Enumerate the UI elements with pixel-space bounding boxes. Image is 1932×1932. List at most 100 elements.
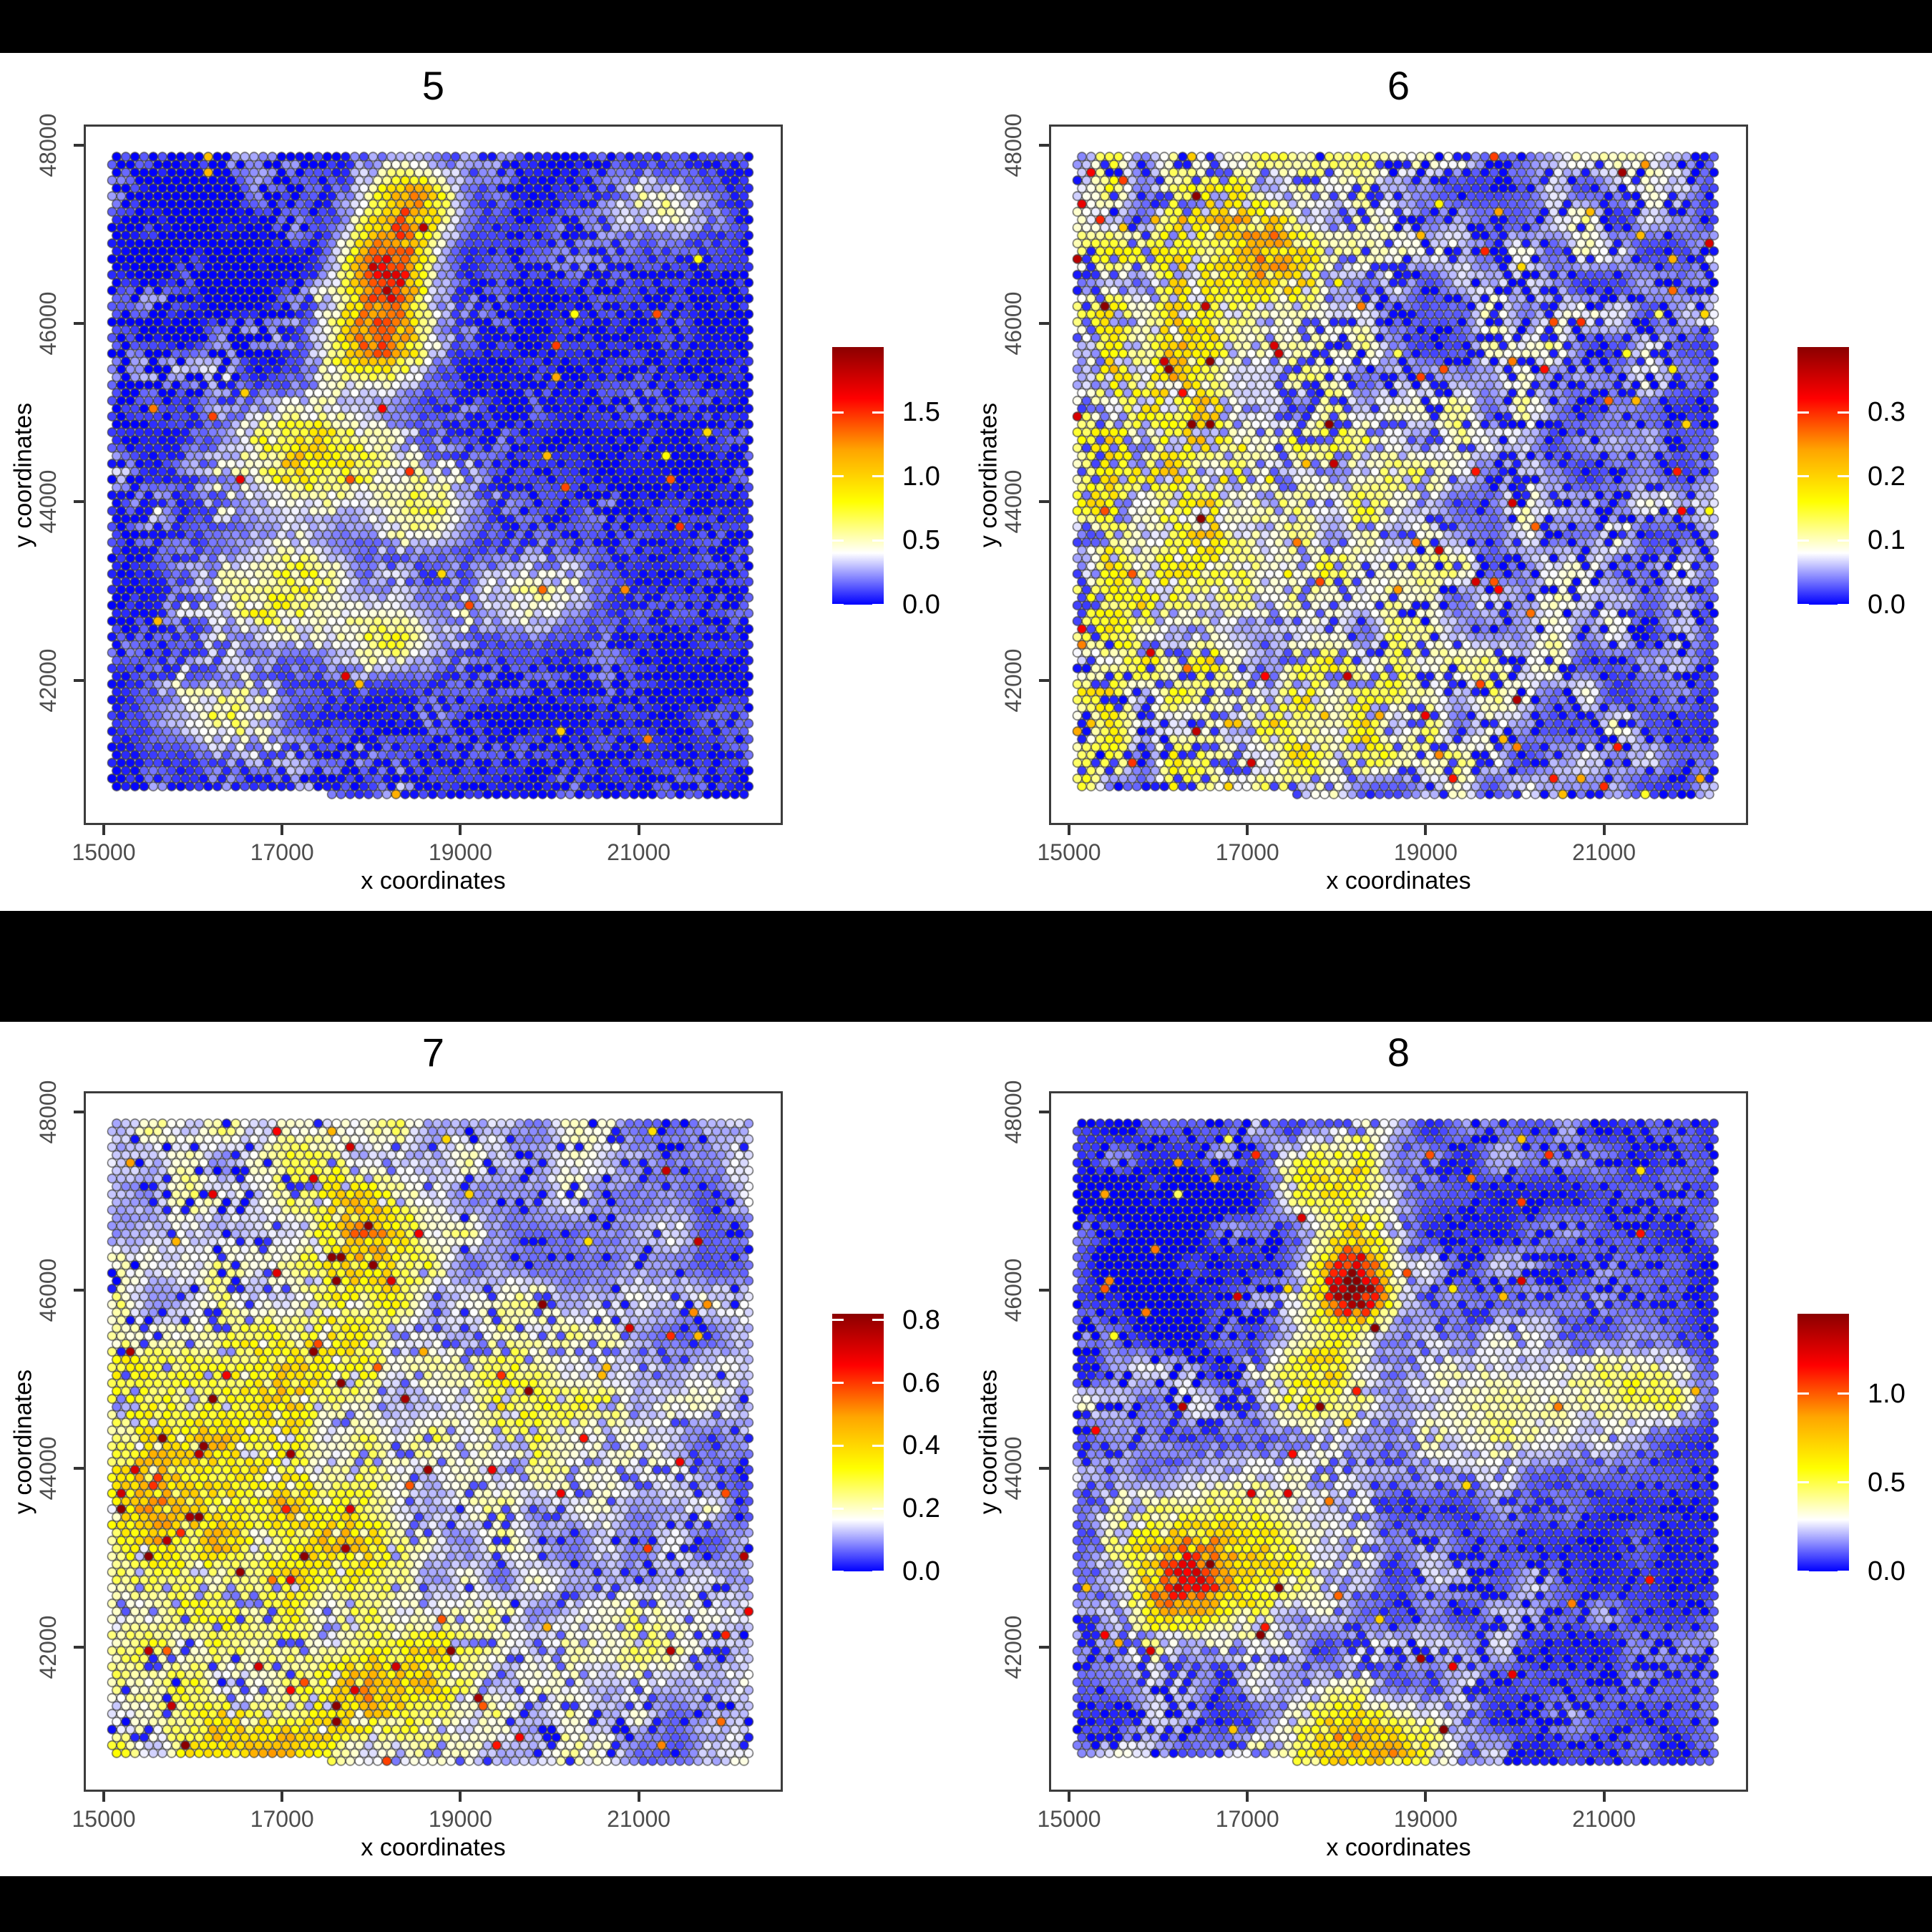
legend-tick-mark	[1797, 1392, 1809, 1395]
legend-tick-mark	[1797, 475, 1809, 478]
y-tick-mark	[74, 322, 84, 326]
x-tick-label: 17000	[250, 839, 314, 865]
spot-canvas-5	[86, 127, 781, 823]
plot-panel-8	[1049, 1091, 1748, 1792]
legend-tick-label: 1.0	[902, 461, 940, 492]
x-tick-mark	[1068, 825, 1070, 835]
plot-title-7: 7	[421, 1030, 445, 1075]
x-tick-mark	[1424, 825, 1428, 835]
y-tick-mark	[1039, 678, 1049, 682]
spot-canvas-6	[1051, 127, 1746, 823]
x-tick-mark	[1424, 1792, 1428, 1802]
legend-tick-label: 0.0	[1868, 1556, 1906, 1586]
y-tick-mark	[74, 1111, 84, 1113]
legend-tick-mark	[872, 475, 884, 478]
y-tick-label: 42000	[35, 648, 61, 713]
y-tick-mark	[74, 1645, 84, 1649]
plot-title-8: 8	[1387, 1030, 1410, 1075]
legend-tick-mark	[1838, 1392, 1849, 1395]
plot-panel-6	[1049, 125, 1748, 825]
x-tick-label: 19000	[1393, 839, 1458, 865]
legend-tick-label: 0.2	[902, 1493, 940, 1524]
y-tick-label: 42000	[35, 1615, 61, 1679]
plot-panel-7	[84, 1091, 783, 1792]
legend-tick-mark	[1797, 1570, 1809, 1573]
y-axis-title: y coordinates	[9, 402, 36, 547]
legend-tick-mark	[1838, 1570, 1849, 1573]
x-tick-label: 19000	[1393, 1806, 1458, 1832]
y-tick-label: 46000	[1000, 1258, 1026, 1322]
legend-tick-mark	[1838, 603, 1849, 606]
legend-tick-mark	[1838, 475, 1849, 478]
x-tick-mark	[1602, 1792, 1606, 1802]
x-tick-mark	[1068, 1792, 1070, 1802]
x-tick-mark	[637, 1792, 640, 1802]
y-tick-label: 44000	[1000, 469, 1026, 534]
y-axis-title: y coordinates	[975, 1369, 1002, 1514]
x-tick-label: 17000	[1215, 1806, 1279, 1832]
legend-tick-label: 0.5	[1868, 1467, 1906, 1498]
legend-tick-mark	[1838, 1481, 1849, 1484]
legend-tick-mark	[832, 539, 844, 542]
y-axis-title: y coordinates	[9, 1369, 36, 1514]
legend-tick-mark	[1797, 411, 1809, 414]
legend-tick-mark	[1838, 411, 1849, 414]
plot-title-5: 5	[421, 63, 445, 108]
x-tick-mark	[102, 825, 105, 835]
x-tick-mark	[280, 825, 284, 835]
x-tick-mark	[1246, 1792, 1249, 1802]
y-tick-mark	[74, 144, 84, 147]
y-tick-label: 48000	[1000, 1080, 1026, 1144]
legend-tick-label: 0.8	[902, 1304, 940, 1335]
y-tick-label: 48000	[35, 1080, 61, 1144]
y-tick-mark	[1039, 500, 1049, 504]
y-tick-label: 44000	[35, 469, 61, 534]
legend-colorbar-7	[832, 1314, 884, 1571]
legend-tick-mark	[872, 1382, 884, 1385]
legend-tick-mark	[1797, 539, 1809, 542]
legend-tick-label: 0.5	[902, 525, 940, 556]
figure-row-top: 5 15000 17000 19000 21000 48000 46000 44000 4200…	[0, 53, 1932, 911]
plot-panel-5	[84, 125, 783, 825]
legend-tick-mark	[872, 1444, 884, 1447]
x-tick-label: 15000	[1037, 839, 1101, 865]
legend-tick-mark	[872, 539, 884, 542]
legend-tick-mark	[832, 1444, 844, 1447]
x-tick-label: 19000	[428, 839, 492, 865]
legend-tick-mark	[1797, 603, 1809, 606]
legend-tick-mark	[1838, 539, 1849, 542]
y-tick-label: 46000	[35, 1258, 61, 1322]
y-tick-mark	[1039, 144, 1049, 147]
legend-tick-label: 0.6	[902, 1367, 940, 1398]
legend-tick-label: 0.2	[1868, 461, 1906, 492]
x-tick-label: 15000	[72, 1806, 136, 1832]
spot-canvas-7	[86, 1093, 781, 1790]
x-tick-label: 19000	[428, 1806, 492, 1832]
x-tick-mark	[1602, 825, 1606, 835]
legend-tick-mark	[872, 1570, 884, 1573]
legend-tick-mark	[872, 603, 884, 606]
legend-tick-mark	[832, 1382, 844, 1385]
y-tick-mark	[74, 1289, 84, 1292]
x-tick-mark	[637, 825, 640, 835]
legend-tick-mark	[872, 411, 884, 414]
figure-row-bottom: 7 15000 17000 19000 21000 48000 46000 44000 4200…	[0, 1022, 1932, 1876]
x-axis-title: x coordinates	[1326, 1834, 1471, 1861]
x-tick-mark	[459, 1792, 462, 1802]
y-tick-mark	[1039, 1467, 1049, 1470]
y-tick-mark	[74, 678, 84, 682]
x-tick-label: 21000	[607, 839, 671, 865]
legend-tick-mark	[872, 1507, 884, 1510]
x-tick-label: 21000	[1572, 1806, 1636, 1832]
legend-tick-mark	[832, 475, 844, 478]
y-tick-mark	[1039, 1111, 1049, 1113]
legend-tick-label: 0.0	[902, 1556, 940, 1586]
y-tick-mark	[74, 1467, 84, 1470]
x-axis-title: x coordinates	[1326, 867, 1471, 894]
legend-tick-label: 0.1	[1868, 525, 1906, 556]
y-tick-label: 46000	[35, 291, 61, 356]
legend-tick-mark	[832, 1319, 844, 1322]
legend-colorbar-8	[1797, 1314, 1849, 1571]
legend-tick-mark	[832, 1570, 844, 1573]
x-tick-mark	[1246, 825, 1249, 835]
